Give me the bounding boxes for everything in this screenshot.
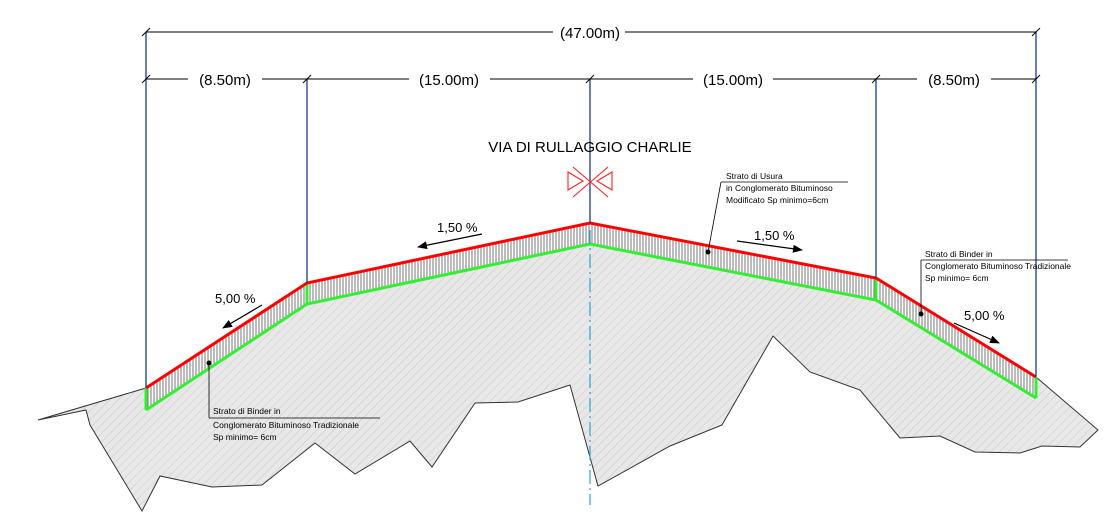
note-binder-left-line1: Strato di Binder in <box>213 406 281 416</box>
segment-label-1: (8.50m) <box>199 72 251 89</box>
note-binder-right-line3: Sp minimo= 6cm <box>925 273 989 283</box>
windsock-symbol <box>567 166 613 198</box>
leader-dot-usura <box>705 249 711 255</box>
arrow-right-runway <box>736 240 803 253</box>
segment-dimensions <box>141 74 1041 84</box>
total-dimension-label: (47.00m) <box>560 25 620 42</box>
leader-binder-left <box>208 363 380 419</box>
segment-label-2: (15.00m) <box>419 72 479 89</box>
drawing-title: VIA DI RULLAGGIO CHARLIE <box>488 139 691 156</box>
note-binder-right-line1: Strato di Binder in <box>925 249 993 259</box>
note-binder-right-line2: Conglomerato Bituminoso Tradizionale <box>925 261 1071 271</box>
leader-usura <box>707 181 848 253</box>
segment-label-4: (8.50m) <box>928 72 980 89</box>
slope-label-left-runway: 1,50 % <box>437 220 478 235</box>
slope-label-right-runway: 1,50 % <box>754 228 795 243</box>
leader-binder-right <box>920 259 1068 314</box>
leader-dot-binder-right <box>918 311 924 317</box>
total-dimension: (47.00m) <box>141 25 1041 42</box>
leader-dot-binder-left <box>206 360 212 366</box>
arrow-right-shoulder <box>953 322 1000 344</box>
note-binder-left-line3: Sp minimo= 6cm <box>213 432 277 442</box>
pavement-layer <box>146 223 1036 410</box>
slope-label-left-shoulder: 5,00 % <box>215 291 256 306</box>
arrow-left-shoulder <box>222 304 263 329</box>
slope-arrows <box>222 233 1000 344</box>
note-usura-line1: Strato di Usura <box>726 171 783 181</box>
slope-label-right-shoulder: 5,00 % <box>964 308 1005 323</box>
note-usura-line2: in Conglomerato Bituminoso <box>726 183 833 193</box>
note-binder-left-line2: Conglomerato Bituminoso Tradizionale <box>213 420 359 430</box>
arrow-left-runway <box>417 233 483 250</box>
note-usura-line3: Modificato Sp minimo=6cm <box>726 195 828 205</box>
dimension-verticals <box>145 32 1037 388</box>
segment-label-3: (15.00m) <box>703 72 763 89</box>
